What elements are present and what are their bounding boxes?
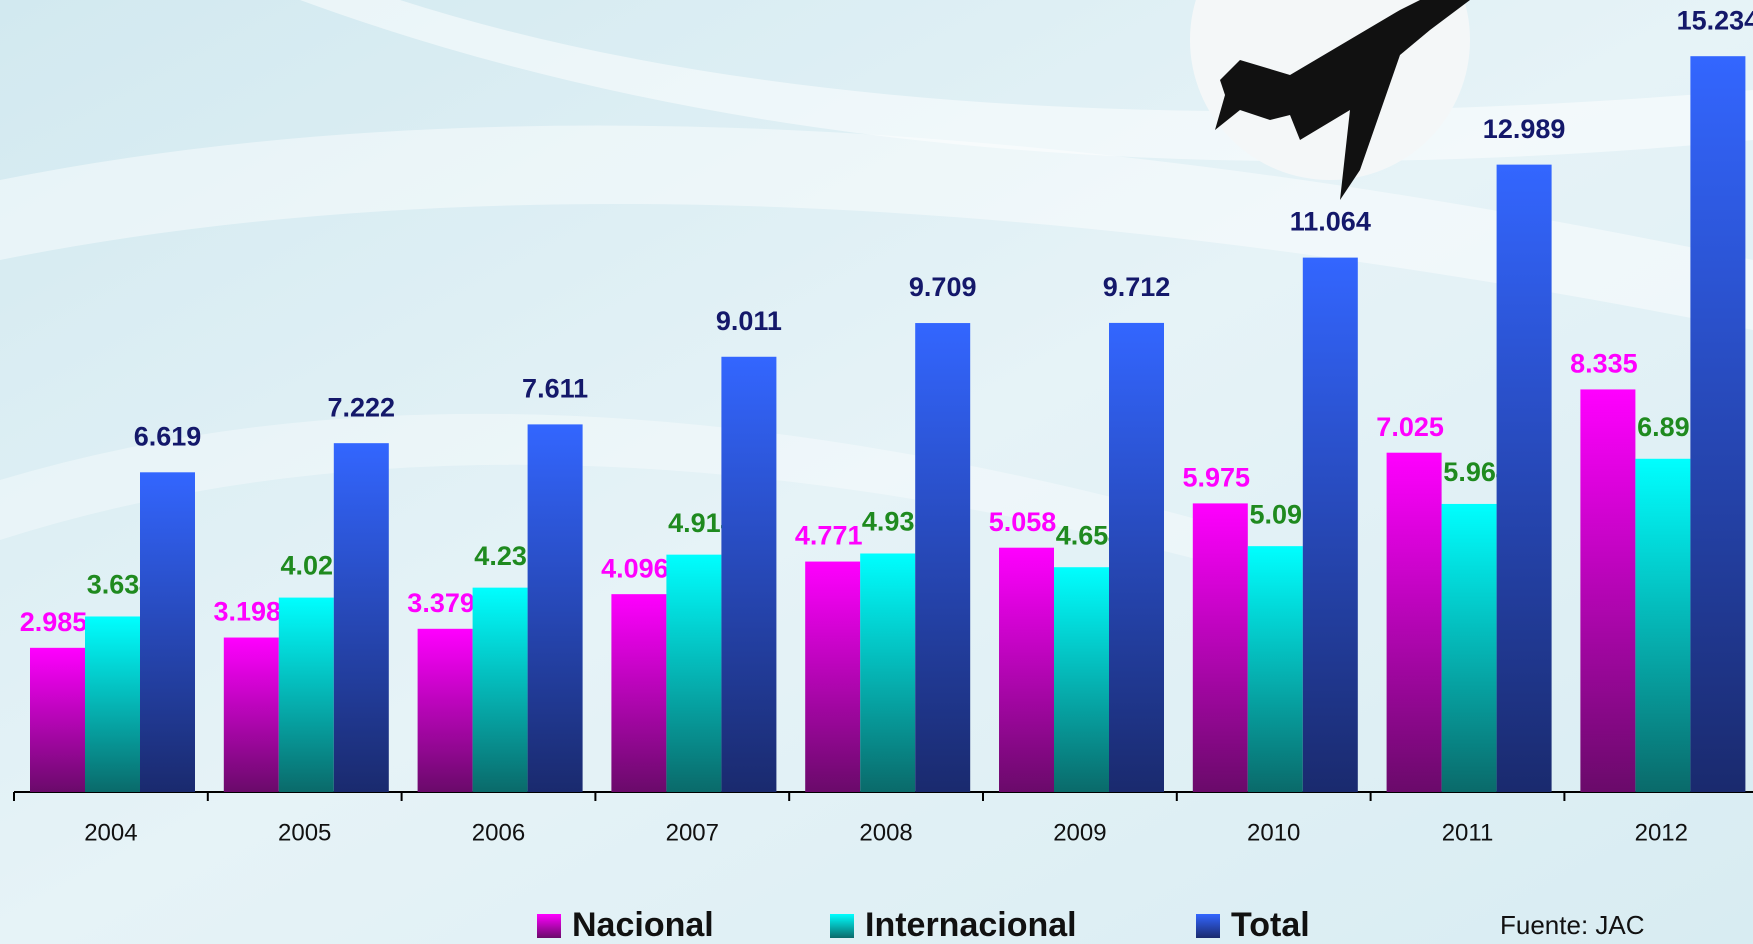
bar	[999, 548, 1054, 792]
x-tick-label: 2008	[859, 819, 912, 846]
data-label: 5.058	[989, 507, 1057, 537]
x-tick-label: 2005	[278, 819, 331, 846]
data-label: 8.335	[1570, 349, 1638, 379]
x-tick-label: 2011	[1442, 819, 1494, 846]
legend-label: Nacional	[572, 906, 714, 944]
bar	[1054, 567, 1109, 792]
data-label: 9.712	[1103, 272, 1171, 302]
bar	[1580, 389, 1635, 792]
bar	[915, 323, 970, 792]
x-tick-label: 2007	[666, 819, 719, 846]
data-label: 11.064	[1290, 207, 1371, 237]
bar	[1248, 546, 1303, 792]
bar	[1303, 258, 1358, 792]
bar	[30, 648, 85, 792]
data-label: 4.771	[795, 521, 863, 551]
bar	[1193, 503, 1248, 792]
legend-label: Internacional	[865, 906, 1077, 944]
bar	[611, 594, 666, 792]
bar	[666, 555, 721, 792]
bar	[860, 553, 915, 792]
x-tick-label: 2004	[84, 819, 137, 846]
legend-swatch	[537, 914, 561, 938]
data-label: 7.222	[328, 392, 396, 422]
data-label: 7.611	[522, 374, 588, 404]
data-label: 3.198	[214, 597, 282, 627]
x-tick-label: 2006	[472, 819, 525, 846]
bar	[140, 472, 195, 792]
data-label: 3.379	[407, 588, 475, 618]
x-tick-label: 2012	[1635, 819, 1688, 846]
data-label: 2.985	[20, 607, 88, 637]
bar	[1442, 504, 1497, 792]
legend-swatch	[830, 914, 854, 938]
data-label: 12.989	[1483, 114, 1566, 144]
x-tick-label: 2010	[1247, 819, 1300, 846]
bar	[1109, 323, 1164, 792]
legend-swatch	[1196, 914, 1220, 938]
chart: Fuente: JAC 20042.9853.6346.61920053.198…	[0, 0, 1753, 944]
data-label: 5.975	[1183, 463, 1251, 493]
data-label: 15.234	[1677, 5, 1753, 35]
bar	[418, 629, 473, 792]
bar	[224, 638, 279, 792]
data-label: 6.619	[134, 421, 202, 451]
bar	[1690, 56, 1745, 792]
bar	[721, 357, 776, 792]
bar	[334, 443, 389, 792]
source-note: Fuente: JAC	[1500, 910, 1645, 940]
bar	[1387, 453, 1442, 792]
bar	[805, 562, 860, 792]
bar	[85, 616, 140, 792]
data-label: 7.025	[1376, 412, 1444, 442]
bar	[1635, 459, 1690, 792]
legend-label: Total	[1231, 906, 1310, 944]
data-label: 9.011	[716, 306, 782, 336]
data-label: 9.709	[909, 272, 977, 302]
bar	[473, 588, 528, 792]
bar	[279, 598, 334, 792]
bar	[528, 424, 583, 792]
data-label: 4.096	[601, 553, 669, 583]
x-tick-label: 2009	[1053, 819, 1106, 846]
bar	[1497, 165, 1552, 792]
